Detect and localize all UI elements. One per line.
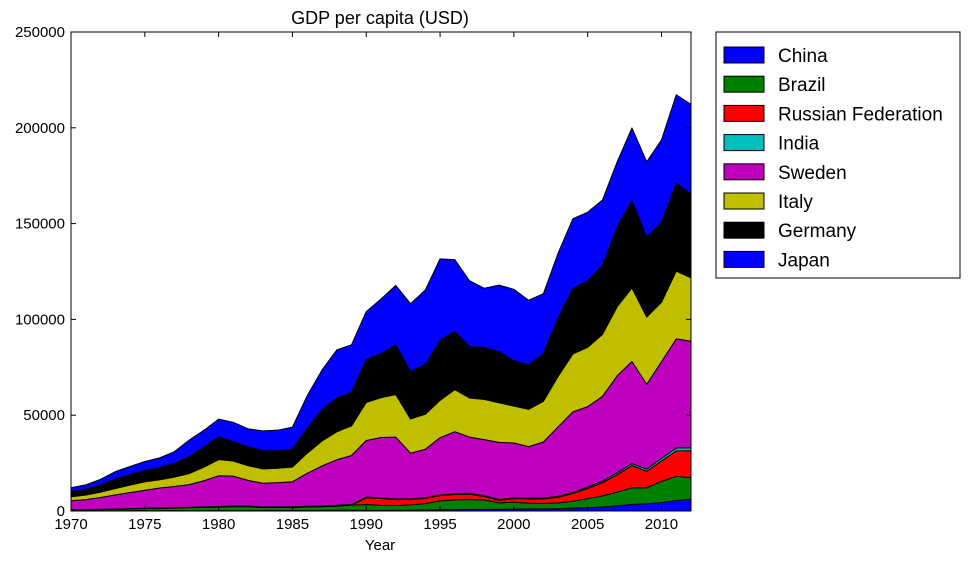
legend-swatch [723, 104, 765, 122]
x-tick-label: 2010 [645, 516, 678, 533]
axes-layer: 1970 1975 1980 1985 1990 1995 2000 2005 2010 0 500… [15, 24, 691, 533]
legend-label: China [778, 46, 828, 67]
chart-title: GDP per capita (USD) [291, 8, 469, 28]
x-tick-label: 1995 [423, 516, 456, 533]
legend-swatch [723, 46, 765, 64]
y-tick-label: 200000 [15, 120, 65, 137]
y-tick-label: 50000 [23, 407, 65, 424]
x-tick-label: 2000 [497, 516, 530, 533]
legend-label: Germany [778, 221, 857, 242]
x-axis-label: Year [365, 537, 395, 554]
legend-swatch [723, 221, 765, 239]
legend-label: Japan [778, 250, 830, 271]
legend-swatch [723, 134, 765, 152]
legend-swatch [723, 75, 765, 93]
x-tick-label: 1990 [350, 516, 383, 533]
legend-swatch [723, 163, 765, 181]
legend-label: Russian Federation [778, 104, 943, 125]
legend-label: Brazil [778, 75, 826, 96]
y-tick-label: 0 [57, 503, 65, 520]
legend-label: Sweden [778, 163, 847, 184]
legend-swatch [723, 192, 765, 210]
legend-swatch [723, 250, 765, 268]
x-tick-label: 1970 [54, 516, 87, 533]
y-tick-label: 150000 [15, 216, 65, 233]
plot-frame [70, 31, 692, 512]
y-tick-label: 250000 [15, 24, 65, 41]
y-tick-label: 100000 [15, 311, 65, 328]
x-tick-label: 1975 [128, 516, 161, 533]
x-tick-label: 1980 [202, 516, 235, 533]
legend: China Brazil Russian Federation India Sweden… [715, 31, 961, 279]
legend-label: India [778, 134, 820, 155]
x-tick-label: 1985 [276, 516, 309, 533]
x-tick-label: 2005 [571, 516, 604, 533]
legend-label: Italy [778, 192, 813, 213]
